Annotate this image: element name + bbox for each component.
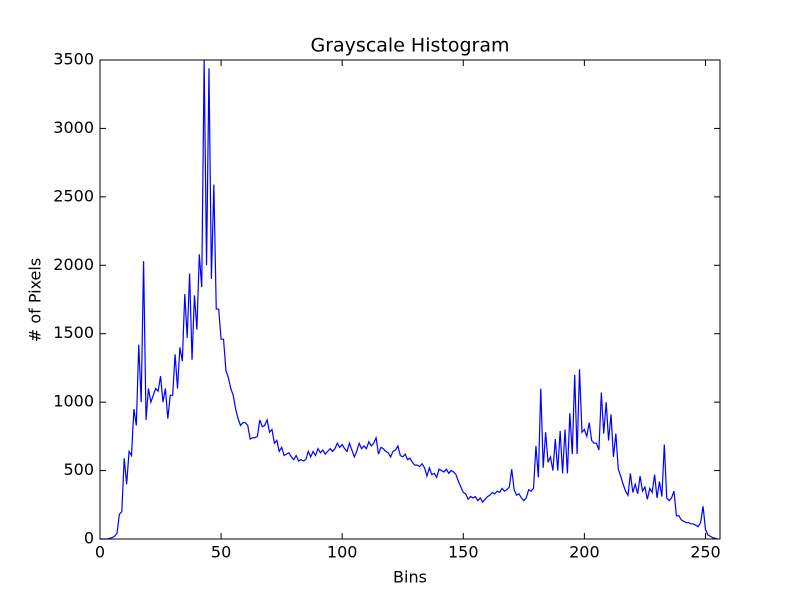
y-tick-label: 0 xyxy=(84,529,94,548)
y-tick-label: 500 xyxy=(63,460,94,479)
x-tick-label: 150 xyxy=(448,543,479,562)
x-tick-label: 0 xyxy=(95,543,105,562)
y-tick-label: 3500 xyxy=(53,50,94,69)
y-tick-label: 2000 xyxy=(53,255,94,274)
chart-title: Grayscale Histogram xyxy=(311,35,510,57)
y-tick-label: 1000 xyxy=(53,392,94,411)
x-tick-label: 100 xyxy=(327,543,358,562)
data-line xyxy=(100,59,718,540)
x-tick-label: 250 xyxy=(690,543,721,562)
y-axis-label: # of Pixels xyxy=(26,258,45,342)
y-tick-label: 2500 xyxy=(53,186,94,205)
y-tick-label: 1500 xyxy=(53,323,94,342)
y-tick-label: 3000 xyxy=(53,118,94,137)
x-tick-label: 50 xyxy=(211,543,231,562)
x-axis-label: Bins xyxy=(393,568,427,587)
plot-frame xyxy=(99,59,721,540)
x-tick-label: 200 xyxy=(569,543,600,562)
